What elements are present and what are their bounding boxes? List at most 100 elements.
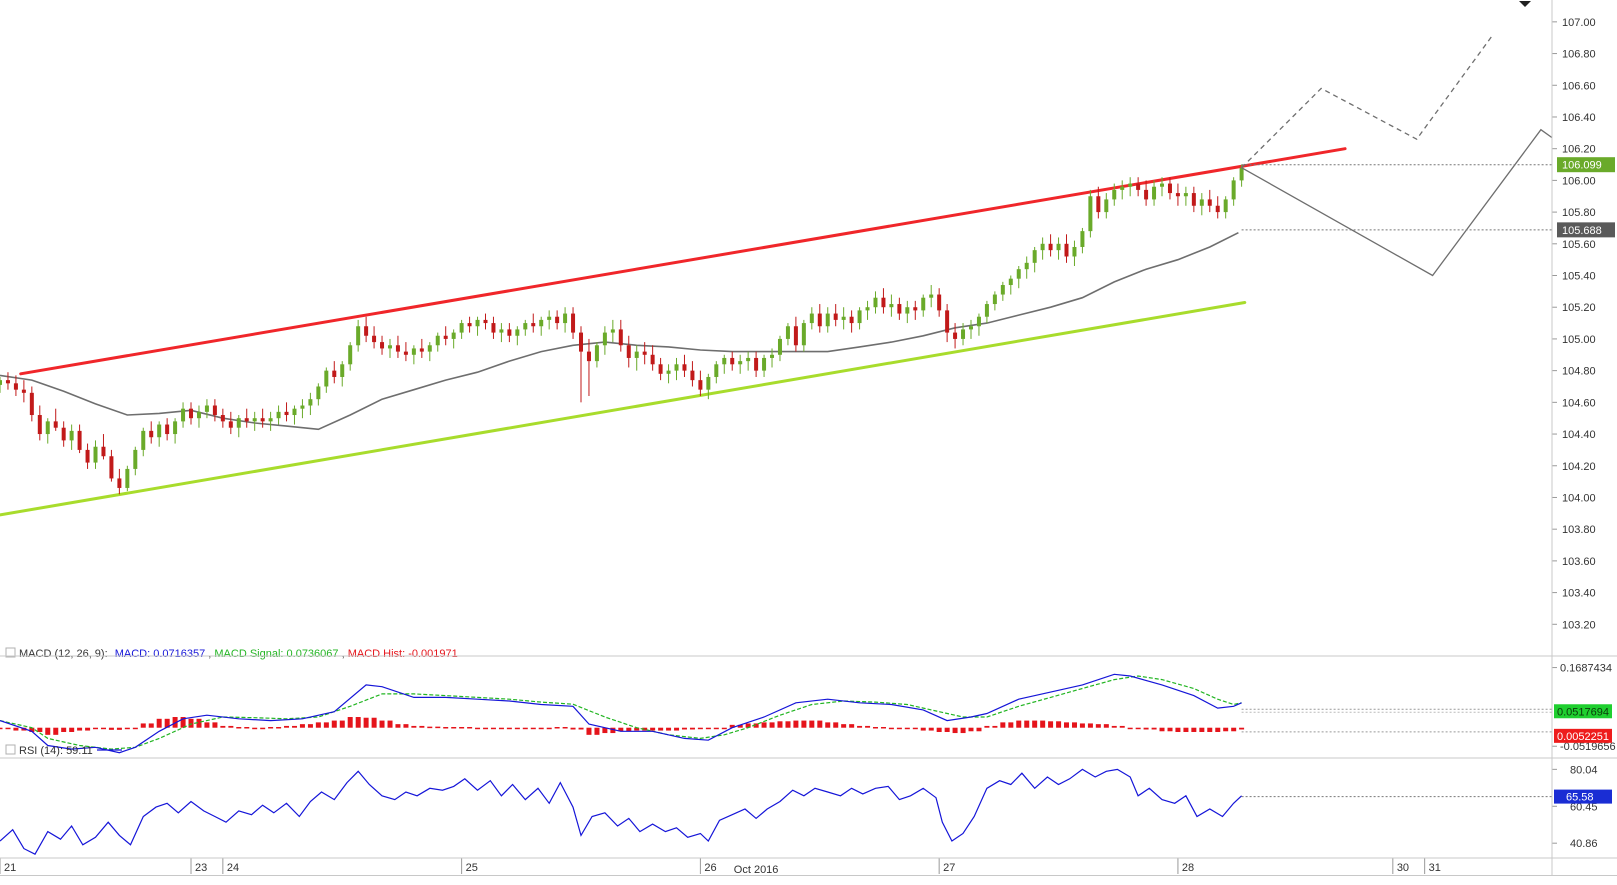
macd-hist-bar <box>904 727 910 730</box>
macd-hist-bar <box>45 727 51 735</box>
macd-hist-bar <box>1175 727 1181 732</box>
macd-hist-bar <box>475 727 481 730</box>
macd-panel[interactable]: 0.1687434 -0.0519656 MACD (12, 26, 9): MA… <box>0 647 1616 754</box>
macd-hist-bar <box>968 727 974 732</box>
macd-hist-bar <box>984 725 990 728</box>
macd-hist-bar <box>363 717 369 728</box>
macd-hist-bar <box>753 723 759 728</box>
macd-hist-bar <box>53 727 59 735</box>
candle-body <box>1239 167 1244 181</box>
macd-hist-bar <box>865 725 871 728</box>
macd-hist-bar <box>1111 725 1117 728</box>
rsi-tick-label: 80.04 <box>1570 764 1598 776</box>
time-tick-label: 23 <box>195 862 207 874</box>
candle-body <box>29 392 34 416</box>
macd-hist-bar <box>323 722 329 728</box>
macd-hist-bar <box>1159 727 1165 732</box>
candle-body <box>149 430 154 438</box>
macd-hist-bar <box>69 727 75 732</box>
candle-body <box>348 345 353 365</box>
macd-hist-bar <box>180 717 186 728</box>
macd-hist-bar <box>888 727 894 730</box>
macd-hist-bar <box>371 717 377 728</box>
candle-body <box>825 313 830 327</box>
macd-hist-bar <box>570 727 576 730</box>
price-tick-label: 105.80 <box>1562 207 1596 219</box>
candle-body <box>539 319 544 327</box>
candle-body <box>189 408 194 419</box>
candle-body <box>276 411 281 419</box>
candle-body <box>37 415 42 435</box>
rsi-legend-checkbox[interactable] <box>5 744 16 755</box>
macd-hist-bar <box>825 722 831 728</box>
scroll-marker-icon[interactable] <box>1519 1 1531 7</box>
price-tick-label: 104.80 <box>1562 366 1596 378</box>
macd-hist-bar <box>1024 720 1030 728</box>
macd-hist-bar <box>578 727 584 730</box>
macd-legend-checkbox[interactable] <box>5 647 16 658</box>
macd-hist-bar <box>196 718 202 728</box>
candle-body <box>268 418 273 422</box>
time-tick-labels: 21 23 24 25 26 27 28 30 31 <box>0 858 1441 874</box>
candle-body <box>809 313 814 324</box>
candle-body <box>1000 285 1005 295</box>
price-panel[interactable] <box>0 34 1553 517</box>
price-tick-label: 105.00 <box>1562 334 1596 346</box>
candle-body <box>395 345 400 352</box>
candle-body <box>443 335 448 339</box>
macd-hist-bar <box>506 727 512 730</box>
candle-body <box>698 380 703 390</box>
candle-body <box>897 304 902 314</box>
candle-body <box>85 449 90 463</box>
macd-hist-bar <box>331 720 337 728</box>
time-tick-label: 26 <box>704 862 716 874</box>
macd-legend: MACD (12, 26, 9): MACD: 0.0716357 , MACD… <box>5 647 458 660</box>
macd-hist-bar <box>188 718 194 728</box>
macd-legend-signal: MACD Signal: 0.0736067 <box>214 648 338 660</box>
candle-body <box>61 427 66 441</box>
macd-hist-bar <box>268 726 274 729</box>
candle-body <box>984 304 989 317</box>
macd-hist-bar <box>920 727 926 731</box>
macd-hist-bar <box>610 727 616 734</box>
price-tick-labels: 107.00 106.80 106.60 106.40 106.20 106.00 105.… <box>1552 17 1596 631</box>
moving-average-badge-bg <box>1557 222 1615 238</box>
macd-hist-bar <box>936 727 942 732</box>
candle-body <box>762 357 767 371</box>
candle-body <box>913 307 918 311</box>
candle-body <box>467 323 472 327</box>
macd-hist-bar <box>1103 724 1109 728</box>
rsi-legend: RSI (14): 59.11 <box>5 744 122 757</box>
macd-hist-bar <box>602 727 608 734</box>
projection-path-solid <box>1241 128 1553 277</box>
candle-body <box>1183 193 1188 197</box>
macd-hist-bar <box>387 720 393 728</box>
rsi-panel[interactable]: 80.04 60.45 40.86 RSI (14): 59.11 65.58 <box>0 744 1612 855</box>
macd-hist-bar <box>880 726 886 729</box>
candle-body <box>380 342 385 349</box>
macd-histogram <box>0 717 1245 735</box>
macd-hist-bar <box>1048 721 1054 728</box>
macd-hist-bar <box>411 725 417 728</box>
macd-hist-bar <box>1000 722 1006 728</box>
candle-body <box>602 332 607 346</box>
macd-hist-bar <box>37 727 43 732</box>
macd-tick-label: -0.0519656 <box>1560 741 1616 753</box>
candle-body <box>945 310 950 333</box>
candle-body <box>992 294 997 305</box>
candle-body <box>817 313 822 327</box>
macd-hist-bar <box>5 727 11 730</box>
macd-hist-bar <box>729 724 735 728</box>
time-tick-label: 27 <box>943 862 955 874</box>
candle-body <box>618 329 623 346</box>
macd-hist-bar <box>849 724 855 728</box>
candle-body <box>579 332 584 352</box>
candle-body <box>77 430 82 450</box>
macd-hist-bar <box>339 720 345 728</box>
macd-hist-bar <box>1239 727 1245 730</box>
macd-hist-bar <box>928 727 934 731</box>
macd-hist-bar <box>1127 727 1133 730</box>
candle-body <box>0 380 2 385</box>
price-tick-label: 104.40 <box>1562 429 1596 441</box>
macd-hist-bar <box>307 724 313 728</box>
